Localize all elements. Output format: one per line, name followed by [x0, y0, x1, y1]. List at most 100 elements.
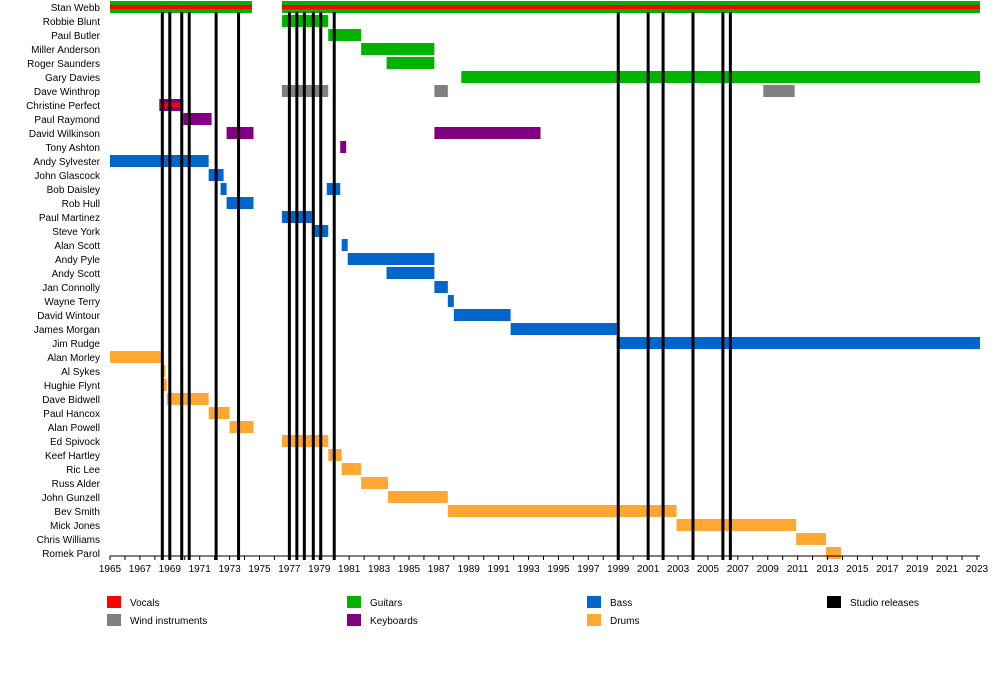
member-bar-drums [341, 463, 362, 475]
legend-swatch-vocals [107, 596, 121, 608]
member-label: Hughie Flynt [44, 381, 100, 392]
member-bar-bass [510, 323, 617, 335]
member-label: Bob Daisley [47, 185, 100, 196]
member-bar-bass [220, 183, 227, 195]
legend: Vocals Guitars Bass Studio releases Wind ins… [107, 596, 919, 627]
legend-label-vocals: Vocals [130, 598, 159, 609]
x-tick-label: 2011 [787, 564, 809, 575]
member-label: David Wilkinson [29, 129, 100, 140]
member-bar-drums [796, 533, 827, 545]
member-bar-drums [388, 491, 448, 503]
member-bar-keyboards [434, 127, 541, 139]
x-tick-label: 2021 [936, 564, 959, 575]
member-label: Andy Scott [52, 269, 101, 280]
member-bar-drums [208, 407, 230, 419]
member-label: Paul Martinez [39, 213, 100, 224]
x-tick-label: 1967 [129, 564, 152, 575]
member-label: Tony Ashton [46, 143, 100, 154]
member-label: Robbie Blunt [43, 17, 100, 28]
member-label: Dave Winthrop [34, 87, 101, 98]
member-label: Paul Butler [51, 31, 101, 42]
x-tick-label: 2017 [876, 564, 899, 575]
member-label: Ed Spivock [50, 437, 101, 448]
legend-swatch-wind [107, 614, 121, 626]
x-tick-label: 1987 [428, 564, 451, 575]
studio-release-lines [160, 12, 732, 560]
x-tick-label: 1979 [308, 564, 331, 575]
member-label: Alan Morley [47, 353, 100, 364]
member-bar-bass [453, 309, 511, 321]
member-label: Bev Smith [54, 507, 100, 518]
x-tick-label: 1983 [368, 564, 391, 575]
x-tick-label: 1969 [159, 564, 182, 575]
member-label: Jan Connolly [42, 283, 100, 294]
member-label: Chris Williams [37, 535, 100, 546]
member-label: Jim Rudge [52, 339, 100, 350]
member-bar-keyboards [183, 113, 212, 125]
x-tick-label: 2019 [906, 564, 929, 575]
member-label: Steve York [52, 227, 101, 238]
member-label: Roger Saunders [27, 59, 100, 70]
member-bar-bass [341, 239, 348, 251]
member-bar-bass [434, 281, 448, 293]
legend-label-guitars: Guitars [370, 598, 402, 609]
legend-label-wind: Wind instruments [130, 616, 207, 627]
member-label: John Gunzell [42, 493, 100, 504]
member-bar-guitars [461, 71, 980, 83]
legend-swatch-studio [827, 596, 841, 608]
x-tick-label: 2015 [846, 564, 869, 575]
member-label: Mick Jones [50, 521, 100, 532]
member-label: Christine Perfect [26, 101, 100, 112]
member-bars [110, 1, 980, 559]
x-tick-label: 1999 [607, 564, 630, 575]
member-label: Gary Davies [45, 73, 100, 84]
legend-swatch-bass [587, 596, 601, 608]
member-label: Paul Hancox [43, 409, 100, 420]
x-tick-label: 2003 [667, 564, 690, 575]
x-tick-label: 1965 [99, 564, 122, 575]
x-tick-label: 1973 [218, 564, 241, 575]
x-tick-label: 1995 [547, 564, 570, 575]
member-bar-drums [361, 477, 389, 489]
member-label: Dave Bidwell [42, 395, 100, 406]
x-tick-label: 1991 [488, 564, 511, 575]
legend-swatch-guitars [347, 596, 361, 608]
member-label: Miller Anderson [31, 45, 100, 56]
member-bar-bass [347, 253, 435, 265]
member-label: Alan Powell [48, 423, 100, 434]
member-labels: Stan Webb Robbie Blunt Paul Butler Miller A… [26, 3, 101, 560]
x-tick-label: 1997 [577, 564, 600, 575]
member-bar-keyboards [340, 141, 347, 153]
member-bar-drums [163, 379, 167, 391]
member-label: Al Sykes [61, 367, 100, 378]
member-label: Rob Hull [62, 199, 100, 210]
x-tick-label: 2013 [816, 564, 839, 575]
member-bar-guitars [361, 43, 435, 55]
x-tick-label: 2009 [757, 564, 780, 575]
member-bar-bass [110, 155, 209, 167]
legend-label-bass: Bass [610, 598, 632, 609]
member-label: Russ Alder [52, 479, 101, 490]
x-tick-label: 1985 [398, 564, 421, 575]
x-tick-label: 1993 [517, 564, 540, 575]
member-bar-wind [763, 85, 795, 97]
legend-swatch-drums [587, 614, 601, 626]
x-tick-label: 1971 [189, 564, 212, 575]
member-bar-drums [826, 547, 841, 559]
legend-label-keyboards: Keyboards [370, 616, 418, 627]
member-bar-guitars [328, 29, 362, 41]
x-axis: 1965 1967 1969 1971 1973 1975 1977 1979 1981 1983… [99, 555, 989, 575]
x-tick-label: 1977 [278, 564, 301, 575]
member-bar-bass [386, 267, 435, 279]
x-tick-label: 2001 [637, 564, 660, 575]
x-tick-label: 1975 [248, 564, 271, 575]
x-tick-label: 2007 [727, 564, 750, 575]
member-bar-bass [616, 337, 980, 349]
member-label: Stan Webb [51, 3, 101, 14]
member-label: Alan Scott [54, 241, 100, 252]
member-label: Keef Hartley [45, 451, 100, 462]
member-label: Wayne Terry [44, 297, 100, 308]
member-bar-drums [447, 505, 677, 517]
member-bar-vocals [110, 4, 253, 10]
